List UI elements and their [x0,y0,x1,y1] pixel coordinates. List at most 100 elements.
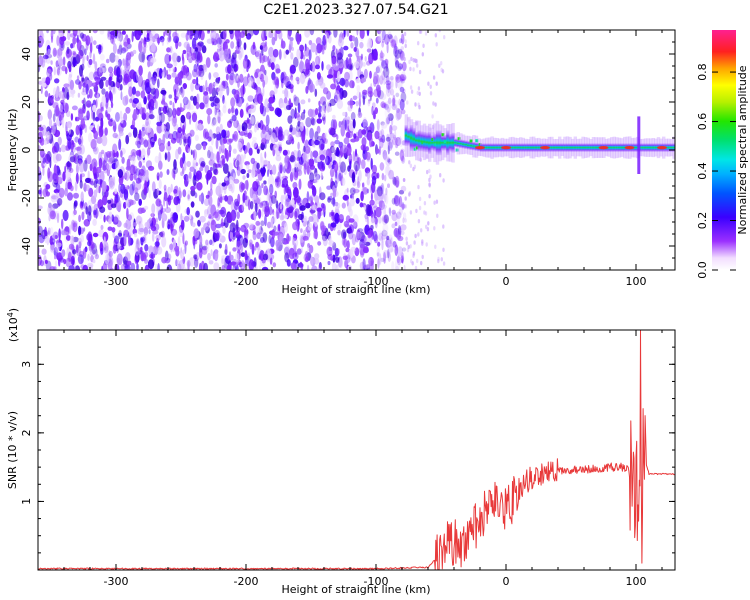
noise-speckle [200,161,206,167]
noise-speckle [264,151,267,159]
noise-speckle [234,108,239,116]
noise-speckle [394,52,400,62]
noise-speckle [288,209,294,219]
noise-speckle [160,204,163,215]
noise-speckle [190,149,193,156]
noise-speckle [382,250,389,259]
noise-speckle [256,184,262,196]
band-core [537,143,541,152]
noise-speckle [341,144,348,154]
noise-speckle [313,172,320,184]
noise-speckle [213,262,220,270]
noise-speckle [72,36,77,45]
noise-speckle [83,159,88,172]
noise-speckle [87,231,93,243]
noise-speckle [44,259,48,264]
noise-speckle [158,106,162,116]
noise-speckle [387,141,393,152]
noise-speckle [119,237,125,248]
noise-speckle [89,249,94,256]
noise-speckle [246,33,252,40]
noise-speckle [112,216,119,225]
noise-speckle [391,209,396,215]
band-core [550,143,554,152]
noise-speckle [396,78,403,89]
noise-speckle [210,249,213,257]
noise-speckle [382,223,389,234]
noise-speckle [212,117,217,126]
noise-speckle [330,222,337,228]
noise-speckle [243,222,250,229]
noise-speckle [108,218,112,225]
noise-speckle [226,264,232,270]
noise-speckle [375,97,379,104]
noise-speckle [227,108,231,114]
noise-speckle [267,169,269,178]
noise-speckle [222,94,225,104]
noise-speckle [150,138,155,148]
noise-speckle [381,148,385,155]
noise-speckle [115,160,120,173]
noise-speckle [148,114,155,120]
noise-speckle [396,215,400,227]
noise-speckle [143,95,147,105]
noise-speckle [65,104,68,114]
noise-speckle [350,111,356,121]
noise-speckle [409,85,413,90]
noise-speckle [135,181,142,191]
noise-speckle [65,67,68,74]
noise-speckle [102,160,107,171]
noise-speckle [332,114,336,120]
noise-speckle [410,89,414,94]
noise-speckle [362,117,368,129]
noise-speckle [290,84,294,94]
noise-speckle [390,38,397,49]
noise-speckle [101,42,104,54]
noise-speckle [299,121,304,132]
noise-speckle [339,77,346,86]
noise-speckle [100,117,104,130]
noise-speckle [120,264,125,270]
band-blob [469,139,473,143]
noise-speckle [254,202,258,213]
noise-speckle [206,108,213,115]
noise-speckle [93,130,98,140]
noise-speckle [251,243,255,255]
band-core [459,139,463,148]
noise-speckle [374,107,379,115]
noise-speckle [396,232,402,240]
noise-speckle [353,47,357,52]
noise-speckle [69,156,76,163]
noise-speckle [220,138,224,149]
noise-speckle [314,253,320,260]
noise-speckle [394,258,401,270]
noise-speckle [314,108,319,116]
noise-speckle [144,244,149,252]
noise-speckle [46,30,49,34]
noise-speckle [153,223,160,231]
noise-speckle [376,148,380,154]
noise-speckle [297,102,301,114]
noise-speckle [247,76,254,88]
noise-speckle [262,232,268,243]
noise-speckle [320,105,327,118]
noise-speckle [180,114,186,124]
noise-speckle [415,208,418,214]
noise-speckle [107,30,110,38]
noise-speckle [389,124,393,135]
noise-speckle [429,174,432,179]
noise-speckle [322,87,329,95]
noise-speckle [204,131,210,140]
noise-speckle [306,127,309,137]
noise-speckle [69,167,74,174]
noise-speckle [442,261,446,266]
band-core [610,143,614,152]
noise-speckle [178,190,182,199]
noise-speckle [141,126,145,132]
noise-speckle [150,57,157,63]
noise-speckle [220,218,224,228]
noise-speckle [304,46,310,57]
noise-speckle [332,45,336,52]
noise-speckle [343,45,349,51]
